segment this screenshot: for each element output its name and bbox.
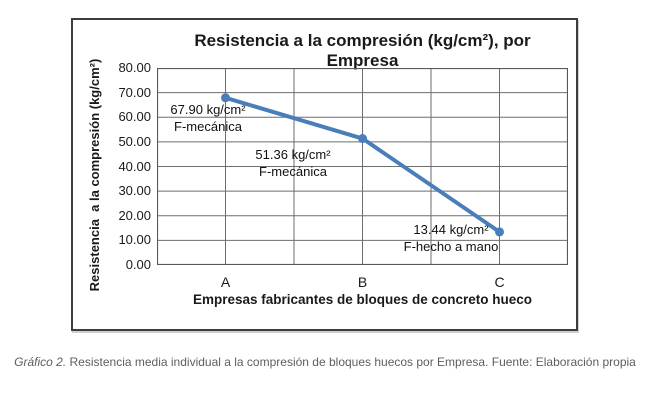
data-label-b-series: F-mecánica [259, 164, 327, 179]
chart-frame: Resistencia a la compresión (kg/cm²), po… [71, 18, 578, 331]
data-label-a-value: 67.90 kg/cm² [170, 102, 246, 117]
y-tick-label: 60.00 [118, 109, 151, 125]
y-tick-label: 70.00 [118, 84, 151, 100]
data-point-marker [221, 93, 230, 103]
x-axis-title: Empresas fabricantes de bloques de concr… [192, 292, 533, 307]
y-tick-label: 10.00 [118, 232, 151, 248]
plot-svg [156, 67, 569, 266]
y-tick-label: 30.00 [118, 183, 151, 199]
data-label-c: 13.44 kg/cm² F-hecho a mano [376, 221, 526, 255]
data-label-c-series: F-hecho a mano [403, 239, 499, 254]
y-tick-label: 50.00 [118, 133, 151, 149]
x-tick-label: B [357, 274, 368, 290]
figure-caption-text: Resistencia media individual a la compre… [66, 355, 636, 369]
plot-area [156, 67, 569, 266]
data-point-marker [358, 134, 367, 144]
data-point-marker [495, 227, 504, 237]
y-axis-ticks: 80.00 70.00 60.00 50.00 40.00 30.00 20.00 10.00… [85, 60, 151, 272]
data-label-b-value: 51.36 kg/cm² [255, 147, 331, 162]
x-tick-label: C [494, 274, 505, 290]
data-label-b: 51.36 kg/cm² F-mecánica [221, 146, 365, 180]
x-axis-ticks: A B C [157, 274, 568, 294]
data-label-c-value: 13.44 kg/cm² [413, 222, 489, 237]
x-tick-label: A [220, 274, 231, 290]
chart-title: Resistencia a la compresión (kg/cm²), po… [194, 31, 531, 70]
plot-border [156, 67, 569, 266]
y-tick-label: 0.00 [125, 257, 151, 272]
y-tick-label: 20.00 [118, 207, 151, 223]
y-tick-label: 40.00 [118, 158, 151, 174]
data-label-a-series: F-mecánica [174, 119, 242, 134]
figure-caption: Gráfico 2. Resistencia media individual … [0, 355, 650, 369]
figure-caption-number: Gráfico 2. [14, 355, 67, 369]
y-tick-label: 80.00 [118, 60, 151, 75]
data-label-a: 67.90 kg/cm² F-mecánica [136, 101, 280, 135]
